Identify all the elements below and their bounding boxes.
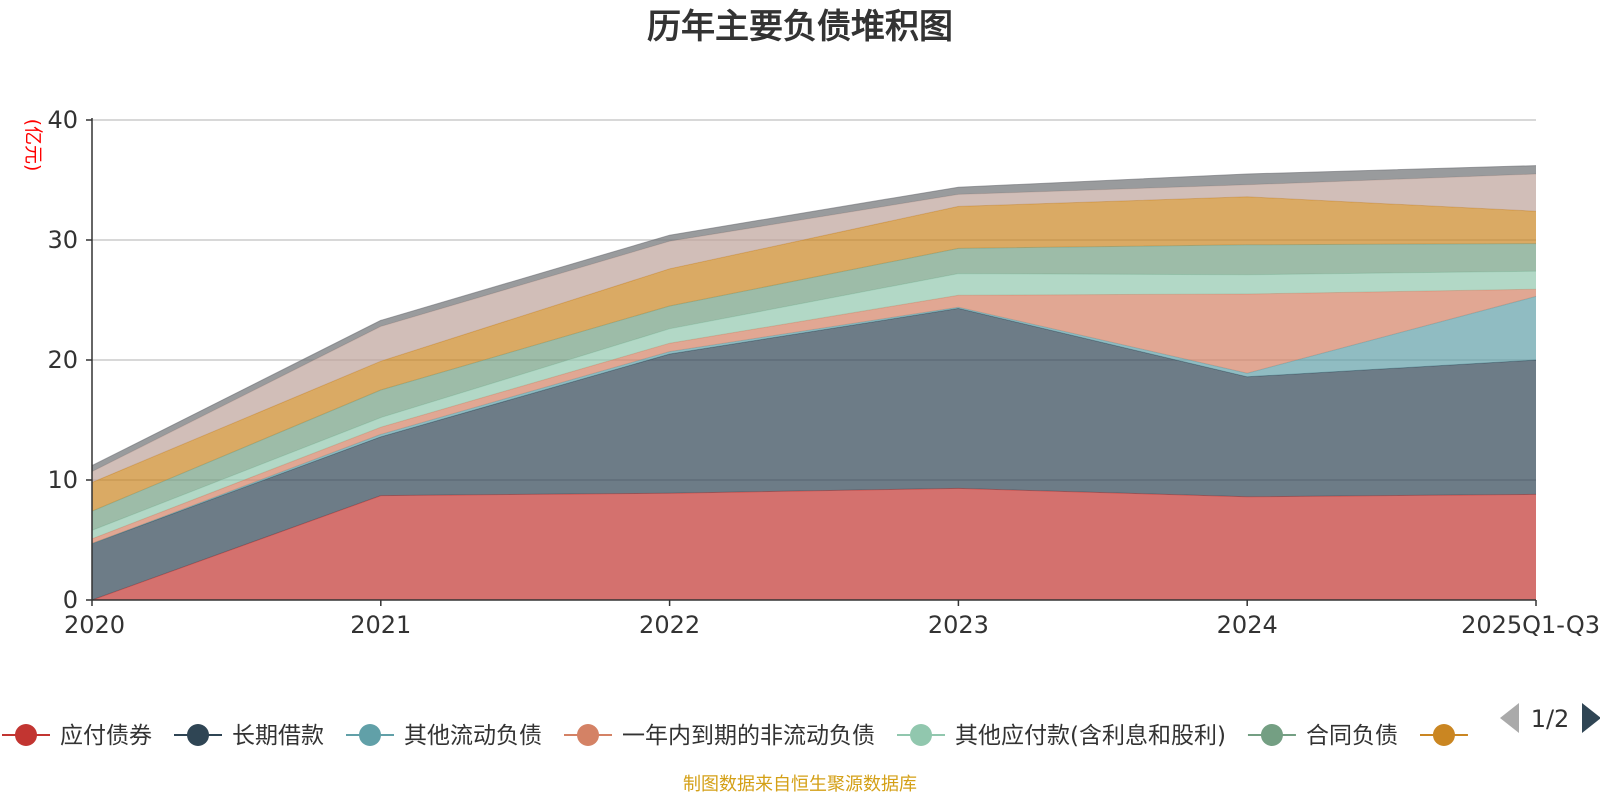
legend-item-0[interactable]: 应付债券 <box>2 723 152 749</box>
legend-label: 应付债券 <box>60 723 152 749</box>
legend-item-5[interactable]: 合同负债 <box>1247 723 1398 749</box>
source-note: 制图数据来自恒生聚源数据库 <box>683 774 917 795</box>
axes: 0 10 20 30 40 2020 2021 2022 2023 2024 2025Q1-Q3 <box>47 106 1600 639</box>
legend-label: 一年内到期的非流动负债 <box>622 723 875 749</box>
legend-marker-circle-icon <box>15 724 37 746</box>
series-areas <box>91 165 1537 601</box>
legend-label: 其他应付款(含利息和股利) <box>955 723 1226 749</box>
chart-title: 历年主要负债堆积图 <box>647 7 953 47</box>
legend-pager[interactable]: 1/2 <box>1500 703 1600 733</box>
legend[interactable]: 应付债券 长期借款 其他流动负债 一年内到期的非流动负债 其他应付款(含利息和股利) 合同… <box>2 723 1468 749</box>
series-area-3 <box>92 289 1536 544</box>
legend-marker-circle-icon <box>1260 724 1283 746</box>
x-tick-label: 2025Q1-Q3 <box>1461 611 1600 639</box>
y-tick-label: 30 <box>47 226 78 254</box>
legend-item-1[interactable]: 长期借款 <box>174 723 324 749</box>
y-tick-label: 40 <box>47 106 78 134</box>
legend-item-4[interactable]: 其他应付款(含利息和股利) <box>897 723 1226 749</box>
legend-marker-circle-icon <box>1432 724 1455 746</box>
legend-label: 合同负债 <box>1306 723 1398 749</box>
series-area-0 <box>92 488 1536 600</box>
y-axis-unit-label: (亿元) <box>22 119 44 172</box>
legend-label: 其他流动负债 <box>404 723 542 749</box>
legend-prev-page-icon[interactable] <box>1500 703 1519 733</box>
x-tick-label: 2020 <box>64 611 125 639</box>
x-tick-label: 2024 <box>1217 611 1278 639</box>
series-line-1 <box>91 307 1537 545</box>
series-area-6 <box>92 196 1536 512</box>
y-tick-label: 10 <box>47 466 78 494</box>
series-area-5 <box>92 243 1536 531</box>
y-tick-label: 0 <box>63 586 78 614</box>
y-tick-label: 20 <box>47 346 78 374</box>
series-area-7 <box>92 174 1536 483</box>
series-area-1 <box>92 308 1536 600</box>
legend-marker-circle-icon <box>577 724 599 746</box>
series-area-2 <box>92 296 1536 544</box>
x-tick-label: 2022 <box>639 611 700 639</box>
legend-item-2[interactable]: 其他流动负债 <box>346 723 542 749</box>
legend-marker-circle-icon <box>359 724 381 746</box>
series-line-5 <box>91 243 1537 512</box>
legend-marker-circle-icon <box>910 724 932 746</box>
legend-page-indicator: 1/2 <box>1531 705 1570 733</box>
legend-next-page-icon[interactable] <box>1582 703 1600 733</box>
legend-marker-circle-icon <box>187 724 209 746</box>
x-tick-label: 2021 <box>350 611 411 639</box>
series-line-7 <box>91 173 1537 473</box>
legend-item-3[interactable]: 一年内到期的非流动负债 <box>564 723 875 749</box>
x-tick-label: 2023 <box>928 611 989 639</box>
legend-item-partial[interactable] <box>1419 724 1468 746</box>
legend-label: 长期借款 <box>232 723 324 749</box>
series-line-8 <box>91 165 1537 467</box>
